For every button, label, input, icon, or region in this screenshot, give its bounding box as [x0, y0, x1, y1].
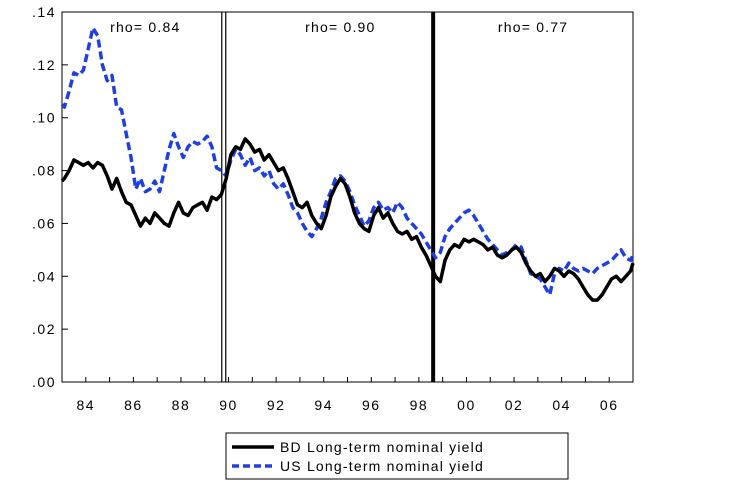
x-tick-label: 98: [410, 397, 429, 413]
series-lines: [60, 26, 635, 302]
legend-box: [225, 432, 569, 480]
legend-label-us: US Long-term nominal yield: [280, 458, 484, 474]
series-line-bd: [60, 137, 635, 302]
x-tick-label: 02: [505, 397, 524, 413]
y-tick-label: .04: [32, 268, 56, 284]
y-tick-label: .02: [32, 321, 56, 337]
legend-label-bd: BD Long-term nominal yield: [280, 439, 484, 455]
x-tick-label: 04: [552, 397, 571, 413]
vertical-markers: [221, 12, 436, 382]
y-axis: .00 .02 .04 .06 .08 .10 .12 .14: [32, 4, 68, 390]
x-tick-label: 96: [362, 397, 381, 413]
x-tick-label: 06: [600, 397, 619, 413]
rho-annotations: rho= 0.84 rho= 0.90 rho= 0.77: [110, 19, 568, 35]
x-tick-label: 00: [457, 397, 476, 413]
x-tick-label: 90: [219, 397, 238, 413]
x-tick-label: 84: [77, 397, 96, 413]
x-tick-label: 92: [267, 397, 286, 413]
rho-annotation: rho= 0.84: [110, 19, 180, 35]
x-axis: 84 86 88 90 92 94 96 98 00 02 04 06: [61, 377, 634, 413]
y-tick-label: .08: [32, 163, 56, 179]
rho-annotation: rho= 0.77: [498, 19, 568, 35]
y-tick-label: .10: [32, 110, 56, 126]
rho-annotation: rho= 0.90: [305, 19, 375, 35]
y-tick-label: .00: [32, 374, 56, 390]
y-tick-label: .06: [32, 215, 56, 231]
x-tick-label: 86: [124, 397, 143, 413]
legend: BD Long-term nominal yield US Long-term …: [225, 432, 569, 480]
plot-frame: [61, 11, 634, 383]
x-tick-label: 88: [172, 397, 191, 413]
x-tick-label: 94: [314, 397, 333, 413]
y-tick-label: .12: [32, 57, 56, 73]
series-line-us: [60, 26, 635, 297]
y-tick-label: .14: [32, 4, 56, 20]
